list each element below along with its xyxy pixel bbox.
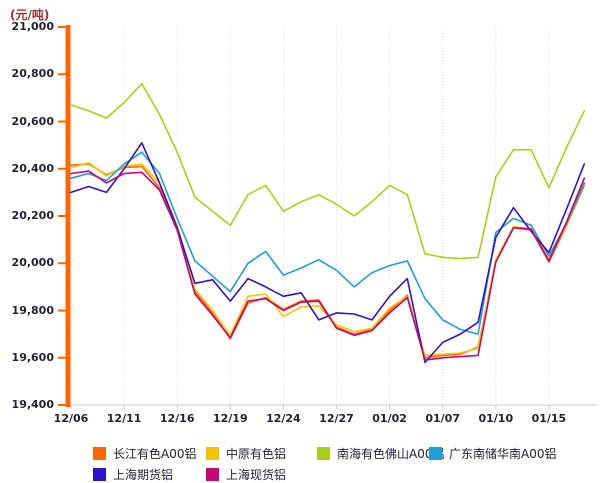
x-tick-label: 01/15: [531, 412, 567, 425]
x-tick-label: 12/16: [159, 412, 195, 425]
legend-swatch: [93, 446, 106, 460]
legend-item: 广东南储华南A00铝: [429, 446, 557, 461]
legend-label: 上海现货铝: [226, 467, 287, 482]
x-tick-label: 01/07: [425, 412, 460, 425]
x-tick-label: 12/19: [212, 412, 248, 425]
y-tick-label: 20,800: [11, 67, 54, 81]
y-tick-label: 21,000: [11, 20, 54, 33]
y-tick-label: 19,400: [11, 398, 54, 411]
series-line-中原有色铝: [70, 162, 586, 357]
x-tick-label: 12/11: [106, 412, 142, 425]
legend-swatch: [93, 467, 106, 481]
series-line-上海现货铝: [70, 170, 586, 361]
legend-item: 上海现货铝: [206, 467, 287, 482]
legend-swatch: [206, 467, 219, 481]
y-tick-label: 20,000: [11, 256, 54, 270]
series-line-南海有色佛山A00铝: [70, 82, 586, 260]
y-tick-label: 20,400: [11, 161, 54, 175]
legend-label: 中原有色铝: [226, 446, 287, 461]
legend-item: 中原有色铝: [206, 446, 287, 461]
legend-swatch: [429, 446, 442, 460]
x-tick-label: 01/10: [478, 412, 514, 425]
legend-label: 上海期货铝: [113, 467, 174, 482]
x-tick-label: 01/02: [372, 412, 407, 425]
y-axis-title: (元/吨): [10, 8, 50, 22]
legend-item: 南海有色佛山A00铝: [317, 446, 445, 461]
legend-label: 广东南储华南A00铝: [449, 446, 557, 461]
legend-label: 南海有色佛山A00铝: [337, 446, 445, 461]
x-tick-label: 12/27: [319, 412, 354, 425]
series-line-长江有色A00铝: [70, 163, 586, 359]
series-line-上海期货铝: [70, 142, 586, 364]
y-tick-label: 19,800: [11, 303, 54, 317]
y-tick-label: 19,600: [11, 350, 54, 364]
y-tick-label: 20,200: [11, 209, 54, 222]
legend-swatch: [206, 446, 219, 460]
legend-item: 上海期货铝: [93, 467, 174, 482]
y-tick-label: 20,600: [11, 114, 54, 128]
legend-label: 长江有色A00铝: [113, 446, 197, 461]
x-tick-label: 12/24: [266, 412, 301, 425]
legend-item: 长江有色A00铝: [93, 446, 197, 461]
series-line-广东南储华南A00铝: [70, 151, 586, 335]
legend-swatch: [317, 446, 330, 460]
x-tick-label: 12/06: [53, 412, 89, 425]
